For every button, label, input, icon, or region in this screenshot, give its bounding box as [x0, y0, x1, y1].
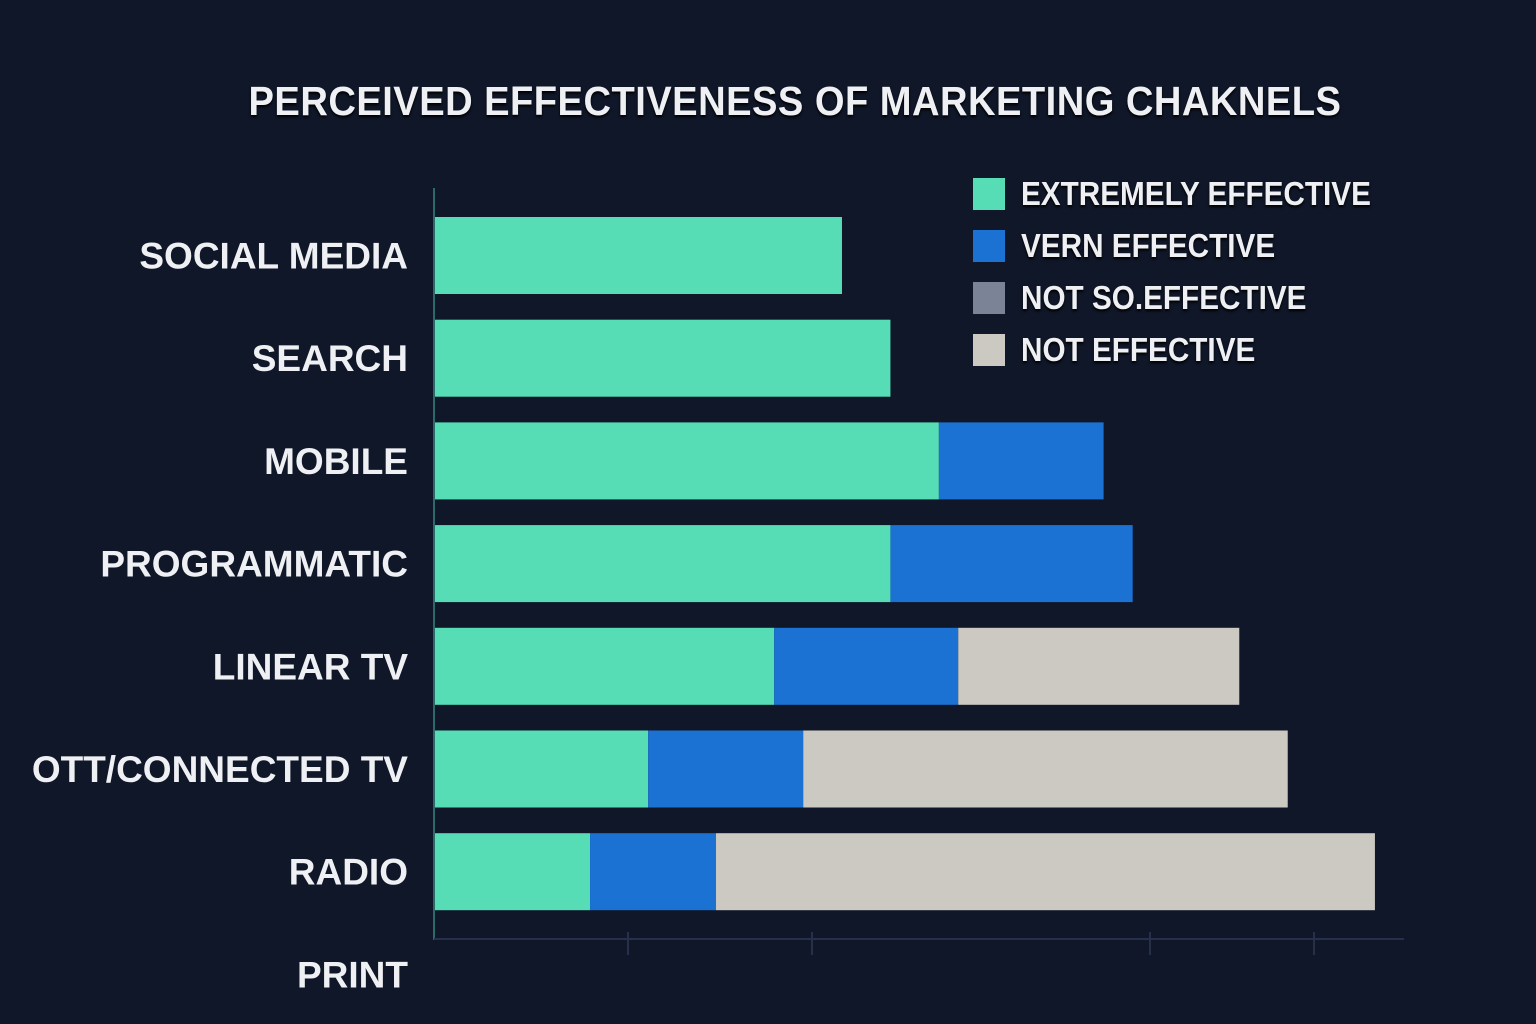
bar-segment	[803, 730, 1288, 808]
legend-item: EXTREMELY EFFECTIVE	[973, 168, 1410, 220]
bar-segment	[938, 422, 1104, 500]
bar-segment	[958, 627, 1240, 705]
bar-segment	[435, 422, 939, 500]
legend: EXTREMELY EFFECTIVE VERN EFFECTIVE NOT S…	[973, 168, 1410, 376]
bars-group	[435, 217, 1375, 911]
bar-segment	[435, 833, 591, 911]
bar-segment	[890, 525, 1133, 603]
category-label: PRINT	[297, 954, 408, 995]
category-label: SOCIAL MEDIA	[139, 236, 408, 277]
legend-swatch	[973, 282, 1005, 314]
bar-segment	[435, 319, 891, 397]
chart-title: PERCEIVED EFFECTIVENESS OF MARKETING CHA…	[248, 78, 1342, 124]
bar-segment	[648, 730, 804, 808]
category-label: PROGRAMMATIC	[100, 544, 408, 585]
bar-segment	[774, 627, 959, 705]
legend-label: NOT SO.EFFECTIVE	[1021, 279, 1307, 316]
bar-segment	[435, 627, 775, 705]
bar-segment	[590, 833, 717, 911]
category-label: OTT/CONNECTED TV	[32, 749, 408, 790]
legend-swatch	[973, 230, 1005, 262]
x-axis-ticks	[627, 932, 1315, 955]
bar-segment	[716, 833, 1375, 911]
legend-label: EXTREMELY EFFECTIVE	[1021, 175, 1371, 212]
legend-swatch	[973, 334, 1005, 366]
category-labels: SOCIAL MEDIA SEARCH MOBILE PROGRAMMATIC LINE…	[32, 236, 409, 996]
category-label: LINEAR TV	[213, 646, 409, 687]
bar-segment	[435, 217, 842, 294]
category-label: RADIO	[289, 852, 408, 893]
bar-segment	[435, 730, 649, 808]
legend-item: VERN EFFECTIVE	[973, 220, 1410, 272]
legend-swatch	[973, 178, 1005, 210]
legend-label: NOT EFFECTIVE	[1021, 331, 1256, 368]
legend-item: NOT SO.EFFECTIVE	[973, 272, 1410, 324]
legend-label: VERN EFFECTIVE	[1021, 227, 1276, 264]
category-label: MOBILE	[264, 441, 408, 482]
bar-segment	[435, 525, 891, 603]
category-label: SEARCH	[252, 338, 408, 379]
legend-item: NOT EFFECTIVE	[973, 324, 1410, 376]
